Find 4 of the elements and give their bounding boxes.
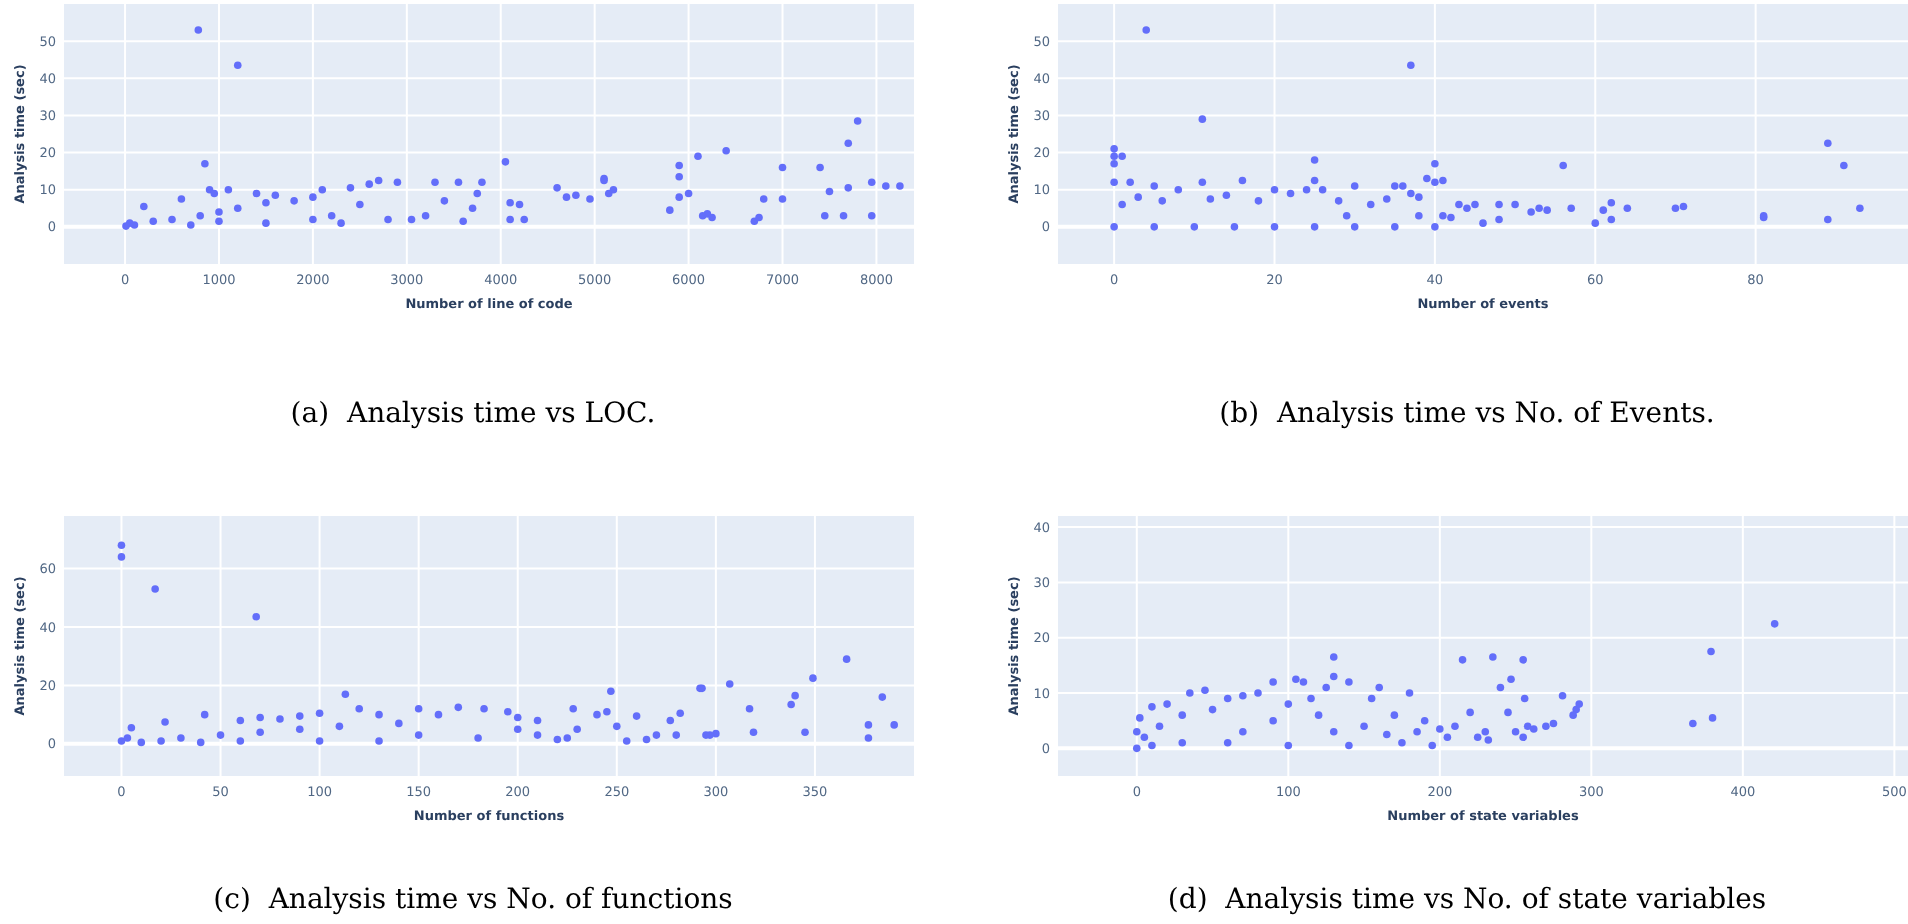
text: (c) Analysis time vs No. of functions	[213, 884, 733, 916]
text: (d) Analysis time vs No. of state variables	[1167, 884, 1767, 916]
text: (b) Analysis time vs No. of Events.	[1219, 398, 1715, 430]
text: (a) Analysis time vs LOC.	[290, 398, 656, 430]
